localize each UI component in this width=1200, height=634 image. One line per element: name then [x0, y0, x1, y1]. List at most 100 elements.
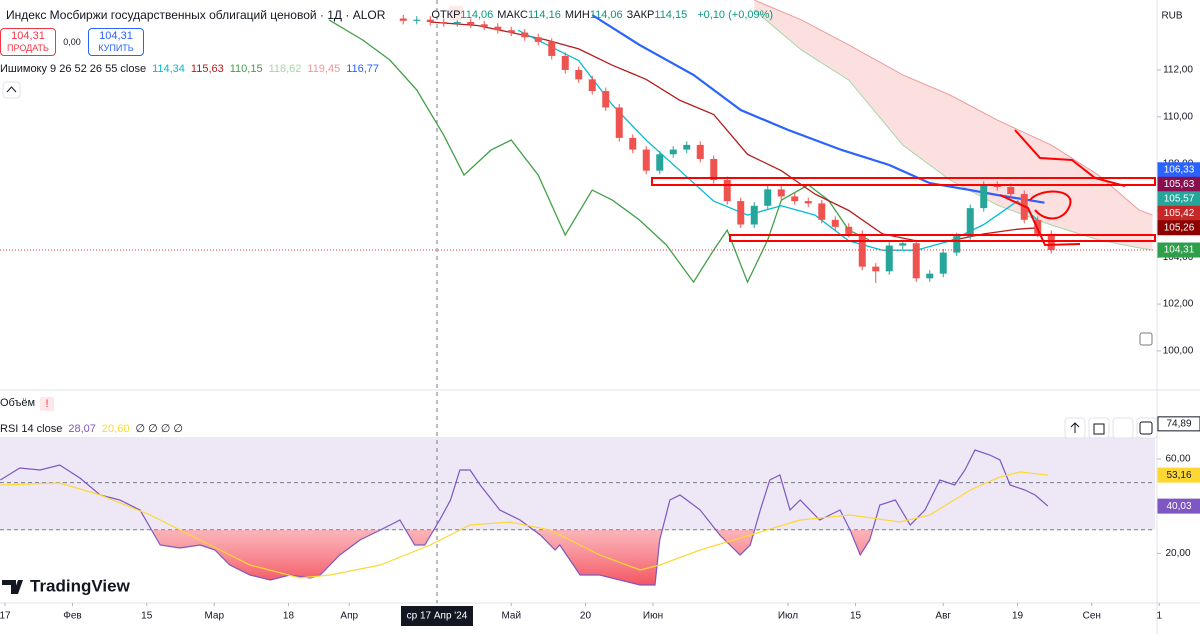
candle-body	[575, 69, 583, 80]
candle-body	[656, 154, 664, 171]
candle-body	[548, 41, 556, 56]
ohlc-label: МАКС	[497, 9, 528, 21]
warning-mark: !	[45, 398, 48, 410]
candle-body	[710, 158, 718, 181]
x-tick-label: Апр	[340, 611, 358, 622]
indicator-value: ∅ ∅ ∅ ∅	[135, 423, 183, 435]
series-line	[0, 471, 1048, 579]
spread: 0,00	[63, 37, 81, 47]
drawn-level	[729, 234, 1156, 242]
candle-body	[737, 201, 745, 225]
candle-body	[683, 144, 691, 150]
price-tag-label: 104,31	[1164, 245, 1195, 256]
candle-body	[494, 26, 502, 31]
y-tick-label: 60,00	[1165, 454, 1190, 465]
indicator-value: 115,63	[190, 63, 224, 75]
x-tick-label: Июн	[643, 611, 663, 622]
x-tick-label: Фев	[63, 611, 81, 622]
candle-body	[629, 137, 637, 150]
ohlc-value: 114,06	[460, 9, 494, 21]
crosshair-label: ср 17 Апр '24	[407, 611, 468, 622]
price-tag-label: 74,89	[1166, 418, 1191, 429]
candle-body	[885, 245, 893, 272]
oversold-fill	[151, 529, 873, 585]
candle-body	[953, 236, 961, 253]
y-tick-label: 110,00	[1163, 111, 1193, 122]
ohlc-label: ОТКР	[431, 9, 461, 21]
candle-body	[764, 189, 772, 206]
series-line	[0, 449, 1049, 586]
y-tick-label: 112,00	[1163, 65, 1193, 76]
indicator-value: 110,15	[229, 63, 263, 75]
y-tick-label: 102,00	[1163, 299, 1194, 310]
alert-icon[interactable]	[449, 6, 463, 20]
pane-delete[interactable]	[1088, 417, 1110, 439]
candle-body	[426, 19, 434, 23]
price-tag-label: 53,16	[1166, 470, 1191, 481]
sell-price: 104,31	[11, 30, 45, 42]
trade-row: 104,31 ПРОДАТЬ 0,00 104,31 КУПИТЬ	[0, 28, 144, 56]
candle-body	[750, 205, 758, 225]
icon	[1139, 421, 1153, 435]
candle-body	[561, 55, 569, 70]
panel	[0, 0, 1155, 284]
ohlc-label: МИН	[564, 9, 590, 21]
y-tick-label: 100,00	[1163, 346, 1194, 357]
buy-button[interactable]: 104,31 КУПИТЬ	[88, 28, 144, 56]
rsi-band	[0, 437, 1155, 530]
sell-button[interactable]: 104,31 ПРОДАТЬ	[0, 28, 56, 56]
candle-body	[669, 149, 677, 155]
candle-body	[872, 266, 880, 272]
candle-body	[899, 243, 907, 246]
sell-label: ПРОДАТЬ	[7, 43, 49, 53]
x-tick-label: Мар	[204, 611, 224, 622]
drawn-level	[651, 177, 1156, 186]
collapse-button[interactable]	[2, 81, 21, 99]
indicator-value: 118,62	[268, 63, 302, 75]
series-line	[328, 19, 870, 284]
price-tag	[1157, 416, 1200, 432]
price-tag	[1157, 242, 1200, 258]
buy-label: КУПИТЬ	[98, 43, 134, 53]
warning-icon[interactable]	[40, 397, 54, 411]
panel	[0, 437, 1155, 586]
drawn-line	[999, 194, 1081, 247]
ichimoku-cloud	[754, 0, 1153, 251]
candle-body	[845, 226, 853, 234]
drawn-line	[1014, 129, 1126, 187]
volume-legend: Объём	[0, 397, 35, 409]
candle-body	[602, 91, 610, 108]
symbol-title: Индекс Мосбиржи государственных облигаци…	[6, 8, 386, 22]
ohlc-value: 114,06	[589, 9, 623, 21]
price-tag-label: 40,03	[1166, 501, 1191, 512]
ichimoku-legend: Ишимоку 9 26 52 26 55 close 114,34 115,63…	[0, 63, 379, 75]
candle-body	[791, 196, 799, 202]
currency[interactable]: RUB	[1161, 11, 1182, 22]
plot-layer	[0, 0, 1155, 586]
candle-body	[939, 252, 947, 274]
candle-body	[858, 233, 866, 267]
cloud-edge	[754, 0, 1153, 216]
change: +0,10 (+0,09%)	[697, 9, 774, 21]
candle-body	[615, 107, 623, 138]
indicator-label: Ишимоку 9 26 52 26 55 close	[0, 63, 147, 75]
settings-icon[interactable]	[1139, 332, 1153, 346]
candle-body	[521, 32, 529, 38]
indicator-value: 116,77	[346, 63, 380, 75]
candle-body	[912, 243, 920, 279]
ohlc-label: ЗАКР	[626, 9, 655, 21]
indicator-value: 28,07	[68, 422, 96, 435]
x-tick-label: 15	[141, 611, 153, 622]
logo-text: TradingView	[30, 576, 131, 595]
drawn-loop	[1029, 190, 1072, 220]
candle-body	[980, 184, 988, 209]
price-tag-label: 105,26	[1164, 222, 1195, 233]
buy-price: 104,31	[99, 30, 133, 42]
indicator-value: 114,34	[152, 63, 185, 75]
pane-more[interactable]	[1112, 417, 1134, 439]
rsi-legend: RSI 14 close 28,07 20,60 ∅ ∅ ∅ ∅	[0, 422, 183, 436]
candle-body	[453, 22, 461, 24]
price-tag-label: 106,33	[1164, 164, 1195, 175]
